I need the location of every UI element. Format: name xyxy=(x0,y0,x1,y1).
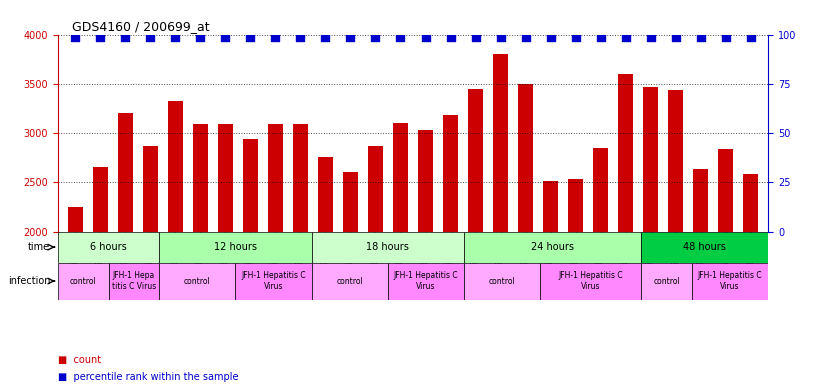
Text: JFH-1 Hepatitis C
Virus: JFH-1 Hepatitis C Virus xyxy=(393,271,458,291)
Point xyxy=(544,33,558,40)
Point xyxy=(744,33,757,40)
Bar xyxy=(668,90,683,232)
Text: 18 hours: 18 hours xyxy=(366,242,409,252)
FancyBboxPatch shape xyxy=(311,263,387,300)
Text: JFH-1 Hepatitis C
Virus: JFH-1 Hepatitis C Virus xyxy=(241,271,306,291)
Text: infection: infection xyxy=(7,276,50,286)
Bar xyxy=(518,84,533,232)
FancyBboxPatch shape xyxy=(58,232,159,263)
Point xyxy=(344,33,357,40)
Point xyxy=(394,33,407,40)
Bar xyxy=(318,157,333,232)
Bar xyxy=(193,124,208,232)
Text: control: control xyxy=(70,276,97,286)
Point xyxy=(93,33,107,40)
Point xyxy=(169,33,182,40)
Bar xyxy=(543,182,558,232)
Bar xyxy=(693,169,708,232)
Text: JFH-1 Hepatitis C
Virus: JFH-1 Hepatitis C Virus xyxy=(698,271,762,291)
Point xyxy=(669,33,682,40)
Bar xyxy=(218,124,233,232)
FancyBboxPatch shape xyxy=(463,232,641,263)
Text: GDS4160 / 200699_at: GDS4160 / 200699_at xyxy=(72,20,210,33)
FancyBboxPatch shape xyxy=(463,263,540,300)
Bar xyxy=(368,146,383,232)
Bar xyxy=(343,172,358,232)
Point xyxy=(519,33,532,40)
Point xyxy=(268,33,282,40)
Point xyxy=(594,33,607,40)
Text: 48 hours: 48 hours xyxy=(683,242,726,252)
Text: control: control xyxy=(488,276,515,286)
FancyBboxPatch shape xyxy=(159,263,235,300)
Point xyxy=(719,33,733,40)
FancyBboxPatch shape xyxy=(540,263,641,300)
Point xyxy=(69,33,82,40)
Bar xyxy=(243,139,258,232)
Bar xyxy=(68,207,83,232)
Point xyxy=(144,33,157,40)
Text: control: control xyxy=(653,276,680,286)
Text: 24 hours: 24 hours xyxy=(531,242,574,252)
Point xyxy=(294,33,307,40)
Text: JFH-1 Hepa
titis C Virus: JFH-1 Hepa titis C Virus xyxy=(112,271,156,291)
FancyBboxPatch shape xyxy=(641,232,768,263)
Point xyxy=(494,33,507,40)
FancyBboxPatch shape xyxy=(235,263,311,300)
Bar xyxy=(418,130,433,232)
Bar xyxy=(93,167,108,232)
Point xyxy=(694,33,707,40)
Point xyxy=(469,33,482,40)
FancyBboxPatch shape xyxy=(159,232,311,263)
FancyBboxPatch shape xyxy=(692,263,768,300)
Point xyxy=(119,33,132,40)
FancyBboxPatch shape xyxy=(311,232,463,263)
Point xyxy=(319,33,332,40)
Bar xyxy=(168,101,183,232)
Bar xyxy=(443,116,458,232)
Text: 6 hours: 6 hours xyxy=(90,242,127,252)
Text: control: control xyxy=(336,276,363,286)
Text: 12 hours: 12 hours xyxy=(214,242,257,252)
Text: ■  count: ■ count xyxy=(58,355,101,365)
Bar xyxy=(568,179,583,232)
Bar xyxy=(143,146,158,232)
Bar xyxy=(493,54,508,232)
Point xyxy=(644,33,657,40)
FancyBboxPatch shape xyxy=(641,263,692,300)
Bar xyxy=(643,87,658,232)
Bar xyxy=(593,148,608,232)
Text: ■  percentile rank within the sample: ■ percentile rank within the sample xyxy=(58,372,239,382)
Text: JFH-1 Hepatitis C
Virus: JFH-1 Hepatitis C Virus xyxy=(558,271,623,291)
FancyBboxPatch shape xyxy=(58,263,108,300)
Bar xyxy=(718,149,733,232)
FancyBboxPatch shape xyxy=(387,263,463,300)
Bar xyxy=(618,74,633,232)
Point xyxy=(569,33,582,40)
Bar xyxy=(743,174,758,232)
Bar xyxy=(118,113,133,232)
Point xyxy=(444,33,457,40)
Point xyxy=(369,33,382,40)
Text: control: control xyxy=(184,276,211,286)
Text: time: time xyxy=(28,242,50,252)
Bar xyxy=(468,89,483,232)
Point xyxy=(219,33,232,40)
FancyBboxPatch shape xyxy=(108,263,159,300)
Point xyxy=(419,33,432,40)
Point xyxy=(194,33,207,40)
Point xyxy=(244,33,257,40)
Bar xyxy=(393,123,408,232)
Bar xyxy=(268,124,283,232)
Bar xyxy=(293,124,308,232)
Point xyxy=(619,33,632,40)
